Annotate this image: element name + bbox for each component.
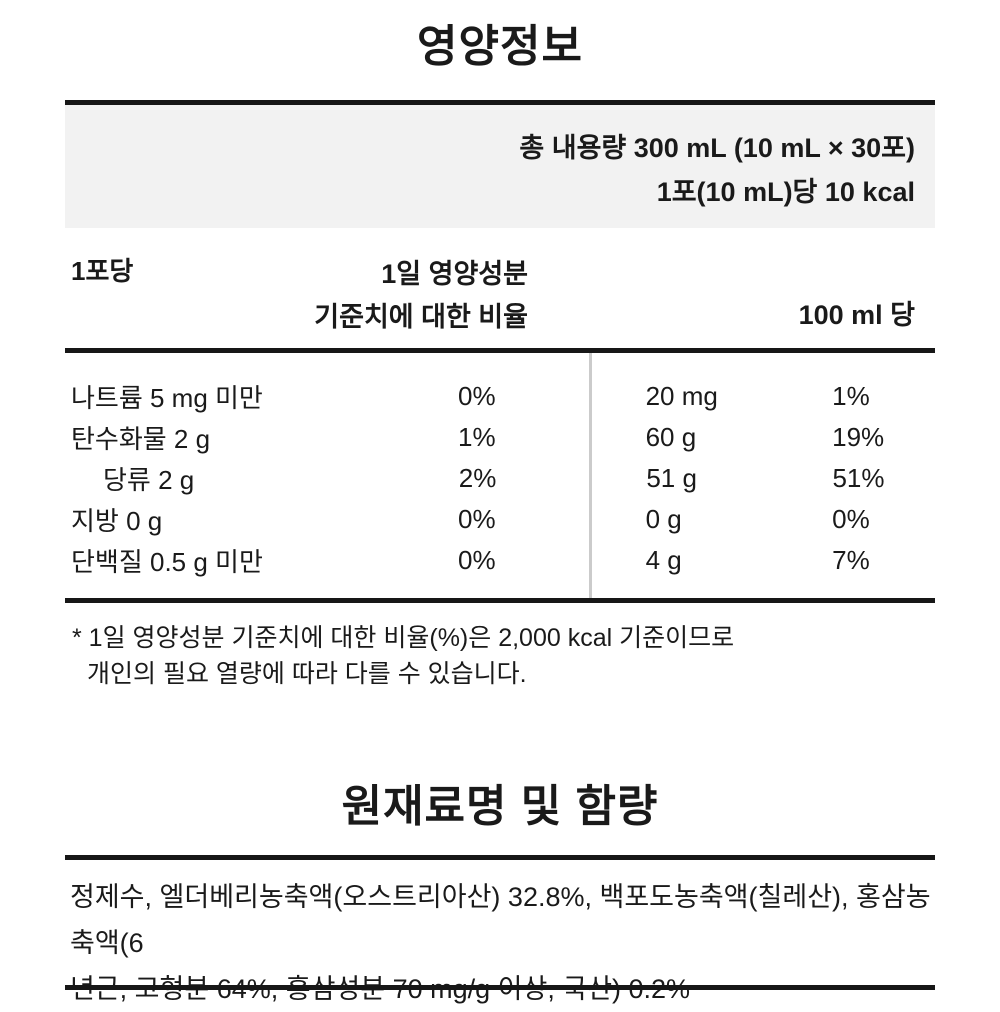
daily-value-footnote: * 1일 영양성분 기준치에 대한 비율(%)은 2,000 kcal 기준이므…: [72, 620, 892, 692]
daily-value-percent: 0%: [457, 381, 496, 411]
serving-summary-box: 총 내용량 300 mL (10 mL × 30포) 1포(10 mL)당 10…: [65, 105, 935, 228]
ingredients-list: 정제수, 엘더베리농축액(오스트리아산) 32.8%, 백포도농축액(칠레산),…: [70, 874, 934, 1012]
amount-per-100ml: 60 g: [645, 422, 697, 452]
ingredients-title: 원재료명 및 함량: [341, 782, 659, 831]
nutrition-table-body: 나트륨 5 mg 미만 0% 20 mg 1% 탄수화물 2 g 1% 60 g…: [65, 353, 935, 598]
table-row: 나트륨 5 mg 미만 0% 20 mg 1%: [65, 376, 935, 417]
top-rule: [65, 100, 935, 105]
table-row: 단백질 0.5 g 미만 0% 4 g 7%: [65, 540, 935, 581]
table-row: 지방 0 g 0% 0 g 0%: [65, 499, 935, 540]
daily-value-percent: 2%: [458, 463, 497, 493]
footnote-line1: * 1일 영양성분 기준치에 대한 비율(%)은 2,000 kcal 기준이므…: [72, 624, 735, 652]
nutrition-facts-title: 영양정보: [417, 22, 583, 71]
daily-value-header-line1: 1일 영양성분: [381, 259, 528, 289]
amount-per-100ml: 4 g: [645, 545, 682, 575]
ingredients-bottom-rule: [65, 985, 935, 990]
daily-value-percent: 1%: [457, 422, 496, 452]
amount-per-100ml: 51 g: [646, 463, 697, 493]
amount-per-100ml: 0 g: [645, 504, 682, 534]
nutrient-label: 나트륨 5 mg 미만: [71, 383, 263, 413]
table-top-rule: [65, 348, 935, 353]
percent-per-100ml: 1%: [832, 381, 870, 411]
column-header-daily-value: 1일 영양성분 기준치에 대한 비율: [65, 253, 528, 339]
daily-value-percent: 0%: [457, 504, 496, 534]
column-divider-line: [589, 353, 592, 598]
ingredients-top-rule: [65, 855, 935, 860]
table-row: 탄수화물 2 g 1% 60 g 19%: [65, 417, 935, 458]
percent-per-100ml: 0%: [832, 504, 870, 534]
per-pack-calories-text: 1포(10 mL)당 10 kcal: [656, 177, 915, 207]
nutrient-label: 지방 0 g: [71, 506, 163, 536]
column-header-per-100ml: 100 ml 당: [798, 300, 915, 330]
footnote-line2: 개인의 필요 열량에 따라 다를 수 있습니다.: [87, 660, 527, 688]
table-bottom-rule: [65, 598, 935, 603]
total-contents-text: 총 내용량 300 mL (10 mL × 30포): [519, 133, 915, 163]
daily-value-percent: 0%: [457, 545, 496, 575]
percent-per-100ml: 19%: [832, 422, 885, 452]
percent-per-100ml: 7%: [832, 545, 870, 575]
ingredients-line1: 정제수, 엘더베리농축액(오스트리아산) 32.8%, 백포도농축액(칠레산),…: [70, 882, 931, 958]
nutrient-label: 단백질 0.5 g 미만: [71, 547, 263, 577]
percent-per-100ml: 51%: [832, 463, 885, 493]
nutrient-label: 탄수화물 2 g: [71, 424, 211, 454]
table-row: 당류 2 g 2% 51 g 51%: [65, 458, 935, 499]
amount-per-100ml: 20 mg: [645, 381, 718, 411]
nutrition-table-header: 1포당 1일 영양성분 기준치에 대한 비율 100 ml 당: [65, 228, 935, 348]
column-header-per-pack: 1포당: [71, 256, 134, 286]
daily-value-header-line2: 기준치에 대한 비율: [314, 302, 528, 332]
nutrient-label: 당류 2 g: [103, 465, 195, 495]
